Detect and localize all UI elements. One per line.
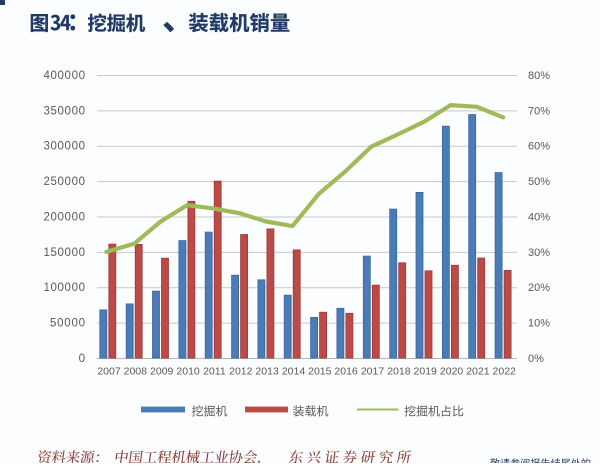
svg-text:0%: 0%	[528, 353, 544, 365]
svg-text:2010: 2010	[176, 366, 200, 378]
svg-text:50000: 50000	[50, 318, 85, 330]
svg-text:2014: 2014	[282, 366, 306, 378]
svg-text:350000: 350000	[44, 105, 86, 117]
svg-text:2017: 2017	[361, 366, 385, 378]
svg-text:40%: 40%	[528, 211, 550, 223]
svg-text:60%: 60%	[528, 141, 550, 153]
svg-text:10%: 10%	[528, 318, 550, 330]
svg-text:2013: 2013	[255, 366, 279, 378]
svg-text:2008: 2008	[124, 366, 148, 378]
svg-text:2021: 2021	[466, 366, 490, 378]
svg-text:200000: 200000	[44, 211, 86, 223]
svg-text:300000: 300000	[44, 141, 86, 153]
svg-text:2016: 2016	[334, 366, 358, 378]
svg-text:150000: 150000	[44, 247, 86, 259]
svg-text:2007: 2007	[97, 366, 121, 378]
svg-text:20%: 20%	[528, 282, 550, 294]
svg-text:2015: 2015	[308, 366, 332, 378]
svg-text:70%: 70%	[528, 105, 550, 117]
svg-text:2019: 2019	[414, 366, 438, 378]
svg-text:250000: 250000	[44, 176, 86, 188]
svg-text:2011: 2011	[203, 366, 226, 378]
svg-text:2022: 2022	[493, 366, 517, 378]
svg-text:2018: 2018	[387, 366, 411, 378]
svg-text:30%: 30%	[528, 247, 550, 259]
svg-text:80%: 80%	[528, 70, 550, 82]
svg-text:2020: 2020	[440, 366, 464, 378]
svg-text:100000: 100000	[44, 282, 86, 294]
svg-text:2012: 2012	[229, 366, 253, 378]
svg-text:50%: 50%	[528, 176, 550, 188]
svg-text:400000: 400000	[44, 70, 86, 82]
svg-text:2009: 2009	[150, 366, 174, 378]
svg-text:0: 0	[79, 353, 85, 365]
